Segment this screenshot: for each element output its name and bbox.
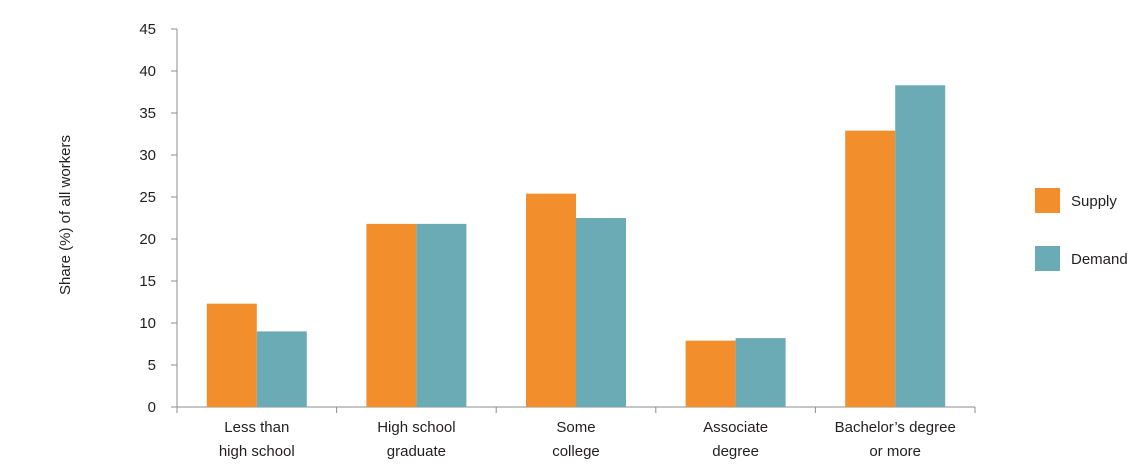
x-category-label: Some [556,419,595,436]
bar-supply [845,130,896,407]
y-tick-label: 20 [139,231,156,248]
bar-supply [366,223,417,407]
bar-supply [206,303,257,407]
y-tick-label: 0 [148,399,156,416]
x-category-label: graduate [387,443,446,460]
x-categories: Less than high school High school graduate S… [219,419,956,460]
x-category-label: High school [377,419,455,436]
bar-supply [685,340,736,407]
y-tick-label: 10 [139,315,156,332]
legend-label-supply: Supply [1071,193,1117,210]
x-category-label: college [552,443,600,460]
x-category-label: high school [219,443,295,460]
x-category-label: Bachelor’s degree [835,419,956,436]
x-category-label: Associate [703,419,768,436]
y-tick-label: 15 [139,273,156,290]
bar-demand [735,338,786,407]
y-tick-label: 5 [148,357,156,374]
legend: Supply Demand [1035,188,1128,271]
y-tick-label: 40 [139,63,156,80]
x-category-label: Less than [224,419,289,436]
bar-supply [526,193,576,407]
bars [206,85,946,407]
y-ticks: 0 5 10 15 20 25 30 35 40 45 [139,21,177,416]
legend-label-demand: Demand [1071,251,1128,268]
y-tick-label: 35 [139,105,156,122]
y-tick-label: 45 [139,21,156,38]
y-tick-label: 25 [139,189,156,206]
y-axis-title: Share (%) of all workers [57,135,74,295]
x-category-label: or more [869,443,921,460]
bar-demand [576,218,626,407]
legend-swatch-demand [1035,246,1060,271]
legend-swatch-supply [1035,188,1060,213]
bar-demand [895,85,946,407]
x-category-label: degree [712,443,759,460]
y-tick-label: 30 [139,147,156,164]
bar-demand [256,331,307,407]
bar-demand [416,223,467,407]
